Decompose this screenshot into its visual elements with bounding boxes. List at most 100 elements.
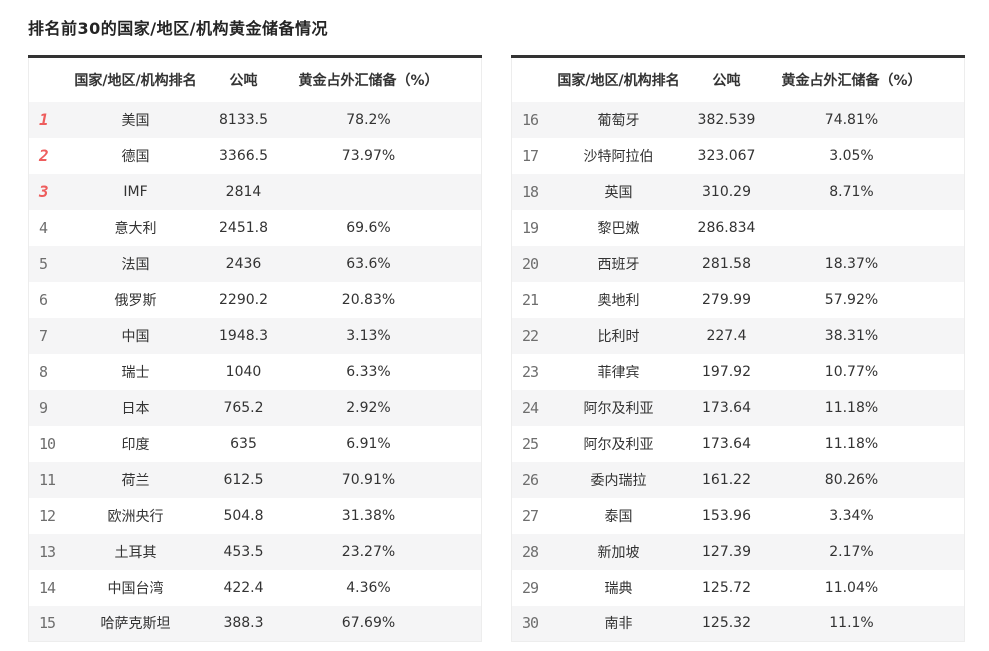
rank-cell: 25 (522, 434, 539, 453)
table-row: 10 印度 635 6.91% (28, 425, 482, 462)
pct-cell: 3.34% (829, 507, 874, 524)
country-cell: 阿尔及利亚 (583, 436, 654, 453)
pct-cell: 2.92% (346, 399, 391, 416)
country-cell: IMF (123, 183, 148, 200)
country-cell: 黎巴嫩 (597, 220, 640, 237)
spacer-cell (932, 606, 965, 642)
col-header-pct: 黄金占外汇储备（%） (298, 72, 439, 89)
table-row: 2 德国 3366.5 73.97% (28, 137, 482, 174)
rank-cell: 16 (522, 110, 539, 129)
table-row: 19 黎巴嫩 286.834 (511, 209, 965, 246)
country-cell: 意大利 (114, 220, 157, 237)
country-cell: 葡萄牙 (597, 112, 640, 129)
spacer-cell (932, 246, 965, 282)
table-row: 14 中国台湾 422.4 4.36% (28, 569, 482, 606)
pct-cell: 2.17% (829, 543, 874, 560)
spacer-cell (932, 210, 965, 246)
tons-cell: 197.92 (702, 363, 751, 380)
tons-cell: 125.32 (702, 615, 751, 632)
spacer-cell (449, 138, 482, 174)
table-row: 21 奥地利 279.99 57.92% (511, 281, 965, 318)
tons-cell: 2814 (225, 183, 262, 200)
col-header-spacer (449, 57, 482, 102)
country-cell: 瑞典 (604, 580, 633, 597)
table-row: 3 IMF 2814 (28, 173, 482, 210)
col-header-spacer (932, 57, 965, 102)
rank-cell: 15 (39, 614, 56, 633)
rank-cell: 20 (522, 254, 539, 273)
country-cell: 法国 (121, 256, 150, 273)
table-row: 8 瑞士 1040 6.33% (28, 353, 482, 390)
table-row: 23 菲律宾 197.92 10.77% (511, 353, 965, 390)
country-cell: 德国 (121, 148, 150, 165)
country-cell: 阿尔及利亚 (583, 400, 654, 417)
rank-cell: 23 (522, 362, 539, 381)
rank-cell: 22 (522, 326, 539, 345)
table-row: 28 新加坡 127.39 2.17% (511, 533, 965, 570)
table-row: 6 俄罗斯 2290.2 20.83% (28, 281, 482, 318)
table-row: 13 土耳其 453.5 23.27% (28, 533, 482, 570)
pct-cell: 11.1% (829, 615, 874, 632)
tons-cell: 765.2 (223, 399, 264, 416)
col-header-tons: 公吨 (712, 72, 741, 89)
pct-cell: 38.31% (824, 327, 879, 344)
spacer-cell (932, 138, 965, 174)
spacer-cell (449, 426, 482, 462)
pct-cell: 31.38% (341, 507, 396, 524)
tons-cell: 612.5 (223, 471, 264, 488)
rank-cell: 17 (522, 146, 539, 165)
rank-cell: 11 (39, 470, 56, 489)
tons-cell: 125.72 (702, 579, 751, 596)
tons-cell: 635 (230, 435, 257, 452)
pct-cell: 11.18% (824, 435, 879, 452)
pct-cell: 11.18% (824, 399, 879, 416)
spacer-cell (449, 498, 482, 534)
pct-cell (289, 174, 449, 210)
table-row: 18 英国 310.29 8.71% (511, 173, 965, 210)
table-row: 15 哈萨克斯坦 388.3 67.69% (28, 605, 482, 642)
country-cell: 南非 (604, 616, 633, 633)
table-row: 1 美国 8133.5 78.2% (28, 101, 482, 138)
rank-cell: 12 (39, 506, 56, 525)
country-cell: 英国 (604, 184, 633, 201)
rank-cell: 14 (39, 578, 56, 597)
pct-cell: 70.91% (341, 471, 396, 488)
spacer-cell (449, 534, 482, 570)
tons-cell: 173.64 (702, 435, 751, 452)
pct-cell: 74.81% (824, 111, 879, 128)
spacer-cell (932, 102, 965, 138)
country-cell: 比利时 (597, 328, 640, 345)
pct-cell: 73.97% (341, 147, 396, 164)
country-cell: 中国 (121, 328, 150, 345)
rank-cell: 30 (522, 614, 539, 633)
tons-cell: 173.64 (702, 399, 751, 416)
country-cell: 美国 (121, 112, 150, 129)
table-row: 4 意大利 2451.8 69.6% (28, 209, 482, 246)
country-cell: 瑞士 (121, 364, 150, 381)
tons-cell: 323.067 (697, 147, 756, 164)
country-cell: 印度 (121, 436, 150, 453)
rank-cell: 1 (39, 110, 49, 129)
spacer-cell (449, 390, 482, 426)
pct-cell: 20.83% (341, 291, 396, 308)
table-row: 24 阿尔及利亚 173.64 11.18% (511, 389, 965, 426)
spacer-cell (449, 282, 482, 318)
tons-cell: 8133.5 (219, 111, 268, 128)
pct-cell: 11.04% (824, 579, 879, 596)
country-cell: 西班牙 (597, 256, 640, 273)
header-row: 国家/地区/机构排名 公吨 黄金占外汇储备（%） (511, 56, 965, 102)
pct-cell: 6.33% (346, 363, 391, 380)
rank-cell: 9 (39, 398, 48, 417)
country-cell: 奥地利 (597, 292, 640, 309)
spacer-cell (449, 174, 482, 210)
country-cell: 哈萨克斯坦 (100, 616, 171, 633)
pct-cell: 18.37% (824, 255, 879, 272)
pct-cell: 78.2% (346, 111, 391, 128)
country-cell: 土耳其 (114, 544, 157, 561)
rank-cell: 13 (39, 542, 56, 561)
country-cell: 日本 (121, 400, 150, 417)
table-row: 27 泰国 153.96 3.34% (511, 497, 965, 534)
rank-cell: 18 (522, 182, 539, 201)
table-row: 26 委内瑞拉 161.22 80.26% (511, 461, 965, 498)
country-cell: 俄罗斯 (114, 292, 157, 309)
